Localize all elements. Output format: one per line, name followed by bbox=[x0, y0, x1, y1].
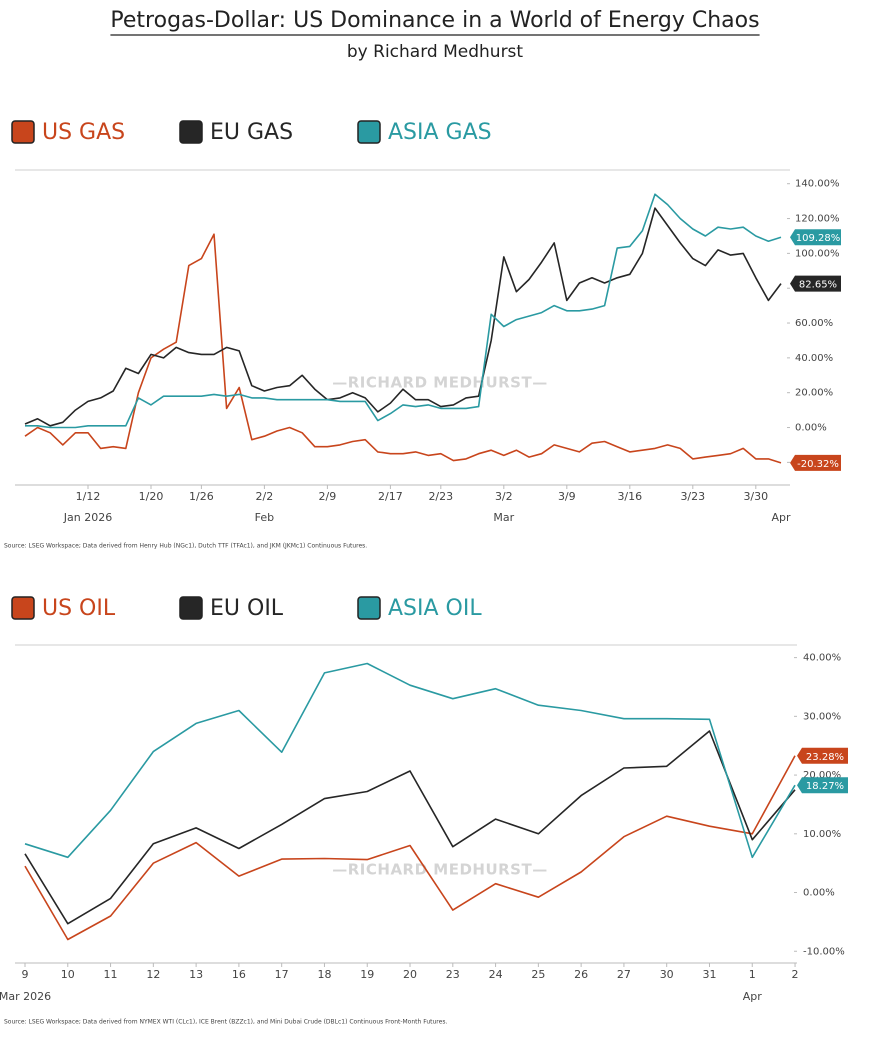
legend-label: US GAS bbox=[42, 120, 125, 145]
legend-swatch bbox=[357, 120, 381, 144]
x-tick-label: 3/16 bbox=[617, 490, 642, 503]
watermark: —RICHARD MEDHURST— bbox=[332, 374, 547, 392]
x-tick-label: 30 bbox=[660, 968, 674, 981]
legend-label: ASIA GAS bbox=[388, 120, 492, 145]
y-tick-label: 60.00% bbox=[795, 318, 833, 329]
x-tick-label: 2 bbox=[792, 968, 799, 981]
x-group-label: Mar bbox=[493, 511, 514, 524]
y-tick-label: -10.00% bbox=[803, 946, 845, 957]
x-tick-label: 24 bbox=[489, 968, 503, 981]
x-group-label: Jan 2026 bbox=[63, 511, 112, 524]
legend-swatch bbox=[11, 120, 35, 144]
end-label: 109.28% bbox=[796, 233, 841, 244]
x-tick-label: 16 bbox=[232, 968, 246, 981]
x-tick-label: 1/12 bbox=[76, 490, 101, 503]
end-label-box bbox=[797, 777, 848, 794]
legend-label: ASIA OIL bbox=[388, 596, 482, 621]
end-label: -20.32% bbox=[797, 459, 839, 470]
y-tick-label: 140.00% bbox=[795, 179, 840, 190]
legend-swatch bbox=[179, 120, 203, 144]
x-tick-label: 17 bbox=[275, 968, 289, 981]
x-tick-label: 3/23 bbox=[680, 490, 705, 503]
y-tick-label: 40.00% bbox=[803, 653, 841, 664]
legend-label: US OIL bbox=[42, 596, 116, 621]
x-tick-label: 23 bbox=[446, 968, 460, 981]
end-label-box bbox=[790, 454, 841, 471]
x-tick-label: 18 bbox=[317, 968, 331, 981]
x-tick-label: 3/9 bbox=[558, 490, 576, 503]
y-tick-label: 40.00% bbox=[795, 353, 833, 364]
end-label-box bbox=[797, 747, 848, 764]
x-group-label: Apr bbox=[771, 511, 791, 524]
watermark: —RICHARD MEDHURST— bbox=[332, 861, 547, 879]
x-group-label: Mar 2026 bbox=[0, 990, 51, 1003]
x-tick-label: 1/20 bbox=[139, 490, 164, 503]
y-tick-label: 10.00% bbox=[803, 829, 841, 840]
end-label: 23.28% bbox=[806, 752, 844, 763]
x-tick-label: 27 bbox=[617, 968, 631, 981]
x-tick-label: 13 bbox=[189, 968, 203, 981]
series-line bbox=[24, 755, 796, 941]
page-subtitle: by Richard Medhurst bbox=[347, 42, 524, 62]
x-tick-label: 2/2 bbox=[256, 490, 274, 503]
source-note: Source: LSEG Workspace; Data derived fro… bbox=[4, 543, 367, 550]
x-tick-label: 11 bbox=[104, 968, 118, 981]
legend-swatch bbox=[179, 596, 203, 620]
x-tick-label: 1/26 bbox=[189, 490, 214, 503]
series-line bbox=[24, 233, 782, 464]
x-tick-label: 2/17 bbox=[378, 490, 403, 503]
x-tick-label: 26 bbox=[574, 968, 588, 981]
y-tick-label: 120.00% bbox=[795, 214, 840, 225]
x-tick-label: 19 bbox=[360, 968, 374, 981]
series-line bbox=[24, 662, 796, 859]
x-tick-label: 12 bbox=[146, 968, 160, 981]
end-label: 82.65% bbox=[799, 280, 837, 291]
y-tick-label: 100.00% bbox=[795, 248, 840, 259]
x-tick-label: 2/9 bbox=[319, 490, 337, 503]
x-group-label: Apr bbox=[743, 990, 763, 1003]
x-group-label: Feb bbox=[255, 511, 274, 524]
y-tick-label: 0.00% bbox=[803, 888, 835, 899]
y-tick-label: 20.00% bbox=[795, 388, 833, 399]
source-note: Source: LSEG Workspace; Data derived fro… bbox=[4, 1019, 447, 1026]
series-line bbox=[24, 207, 782, 427]
y-tick-label: 20.00% bbox=[803, 770, 841, 781]
legend-label: EU OIL bbox=[210, 596, 284, 621]
y-tick-label: 0.00% bbox=[795, 423, 827, 434]
series-line bbox=[24, 730, 796, 925]
x-tick-label: 10 bbox=[61, 968, 75, 981]
x-tick-label: 2/23 bbox=[428, 490, 453, 503]
page-title: Petrogas-Dollar: US Dominance in a World… bbox=[110, 8, 759, 33]
end-label-box bbox=[790, 229, 841, 246]
legend-swatch bbox=[357, 596, 381, 620]
legend-swatch bbox=[11, 596, 35, 620]
x-tick-label: 25 bbox=[531, 968, 545, 981]
x-tick-label: 1 bbox=[749, 968, 756, 981]
end-label-box bbox=[790, 275, 841, 292]
series-line bbox=[25, 193, 782, 429]
x-tick-label: 3/2 bbox=[495, 490, 513, 503]
legend-label: EU GAS bbox=[210, 120, 293, 145]
x-tick-label: 20 bbox=[403, 968, 417, 981]
end-label: 18.27% bbox=[806, 781, 844, 792]
x-tick-label: 9 bbox=[22, 968, 29, 981]
y-tick-label: 30.00% bbox=[803, 711, 841, 722]
x-tick-label: 3/30 bbox=[743, 490, 768, 503]
x-tick-label: 31 bbox=[702, 968, 716, 981]
